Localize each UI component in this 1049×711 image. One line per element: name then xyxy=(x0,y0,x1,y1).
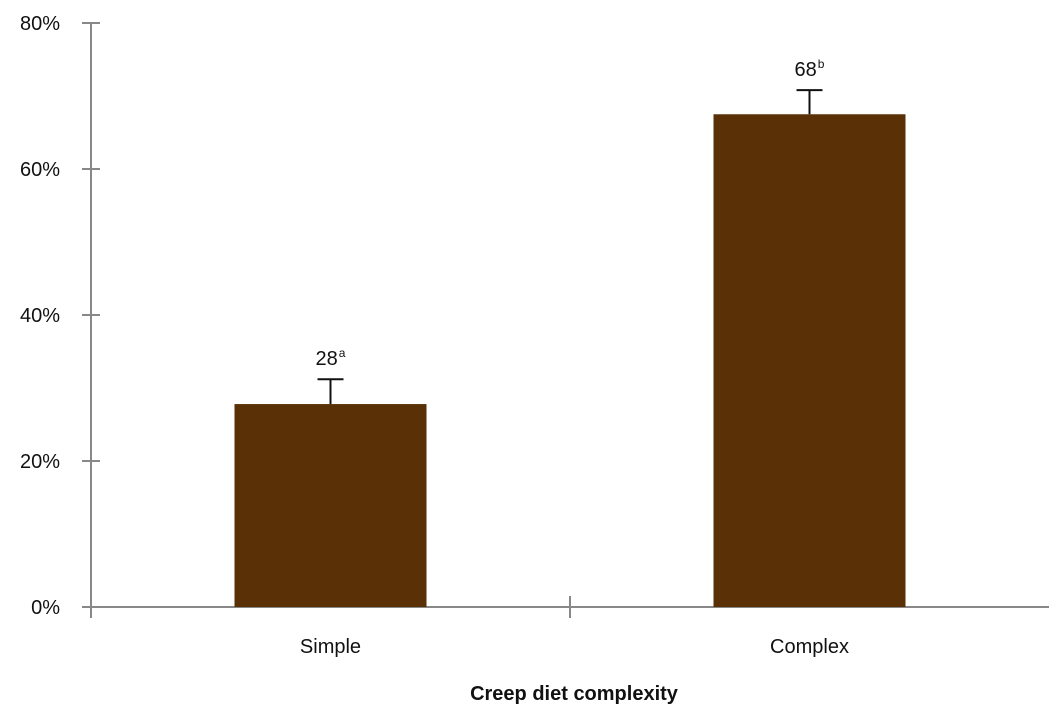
x-tick-label: Complex xyxy=(770,636,849,658)
y-axis: 0% 20% 40% 60% 80% xyxy=(20,13,100,619)
error-bars xyxy=(317,89,823,405)
y-tick-label: 80% xyxy=(20,13,60,35)
y-tick-label: 60% xyxy=(20,159,60,181)
y-tick-label: 40% xyxy=(20,305,60,327)
x-tick-label: Simple xyxy=(300,636,361,658)
bar xyxy=(234,404,427,607)
y-tick-label: 0% xyxy=(31,597,60,619)
data-label: 28a xyxy=(316,346,346,370)
data-labels: 28a 68b xyxy=(316,57,825,370)
y-tick-label: 20% xyxy=(20,451,60,473)
data-label: 68b xyxy=(795,57,825,81)
bar xyxy=(713,114,906,607)
data-label-superscript: a xyxy=(339,346,346,360)
bars xyxy=(234,114,906,607)
data-label-superscript: b xyxy=(818,57,825,71)
x-axis-title: Creep diet complexity xyxy=(470,683,679,705)
